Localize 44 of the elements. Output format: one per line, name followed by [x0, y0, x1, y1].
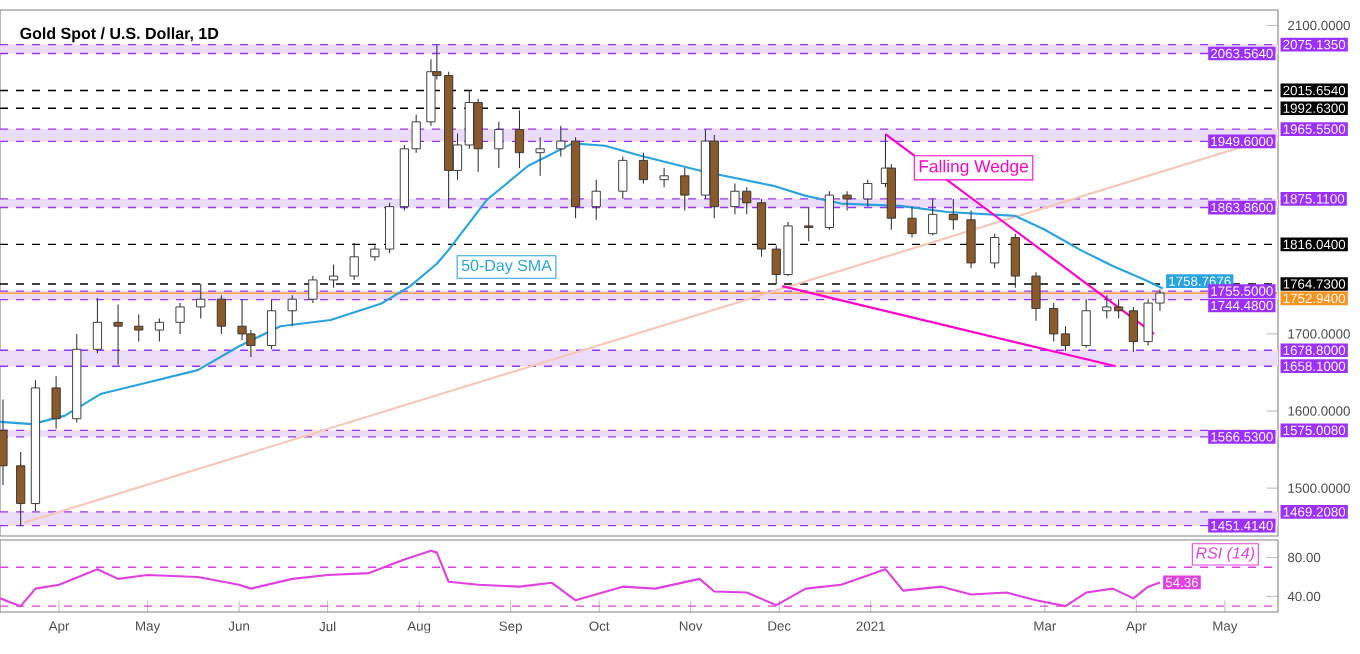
candlestick	[1010, 233, 1020, 289]
candlestick	[680, 167, 690, 212]
candlestick	[216, 294, 226, 335]
candlestick	[385, 202, 395, 254]
candlestick	[266, 298, 277, 350]
candlestick	[928, 198, 938, 236]
candlestick	[154, 317, 165, 343]
candlestick	[1081, 298, 1091, 349]
candlestick	[287, 294, 297, 327]
candlestick	[175, 302, 185, 335]
candlestick	[535, 136, 545, 177]
candlestick	[907, 206, 917, 239]
candlestick	[473, 98, 483, 173]
candlestick	[618, 155, 628, 200]
candlestick	[591, 179, 601, 221]
candlestick	[1128, 306, 1138, 353]
candlestick	[1031, 271, 1041, 322]
series-label: 50-Day SMA	[461, 259, 552, 275]
candlestick	[756, 198, 767, 258]
candlestick	[196, 283, 206, 320]
candlestick	[824, 190, 834, 231]
candlestick	[308, 275, 318, 304]
candlestick	[948, 198, 958, 231]
candlestick	[990, 233, 1000, 269]
candlestick	[113, 304, 123, 366]
candlestick	[556, 125, 566, 158]
candlestick	[966, 209, 976, 269]
candlestick	[638, 152, 649, 185]
candlestick	[328, 263, 339, 289]
candlestick	[51, 375, 61, 430]
candlestick	[92, 297, 103, 354]
text: RSI (14)	[1196, 546, 1255, 562]
text: Gold Spot / U.S. Dollar, 1D	[20, 27, 219, 43]
candlestick	[659, 167, 669, 188]
candlestick	[134, 314, 144, 343]
candlestick	[514, 109, 525, 169]
candlestick	[349, 242, 359, 281]
candlestick	[16, 451, 26, 527]
candlestick	[863, 179, 873, 208]
candlestick	[842, 190, 852, 212]
candlestick	[0, 398, 8, 486]
annotation: Falling Wedge	[919, 159, 1028, 176]
candlestick	[804, 206, 814, 242]
candlestick	[494, 121, 504, 169]
